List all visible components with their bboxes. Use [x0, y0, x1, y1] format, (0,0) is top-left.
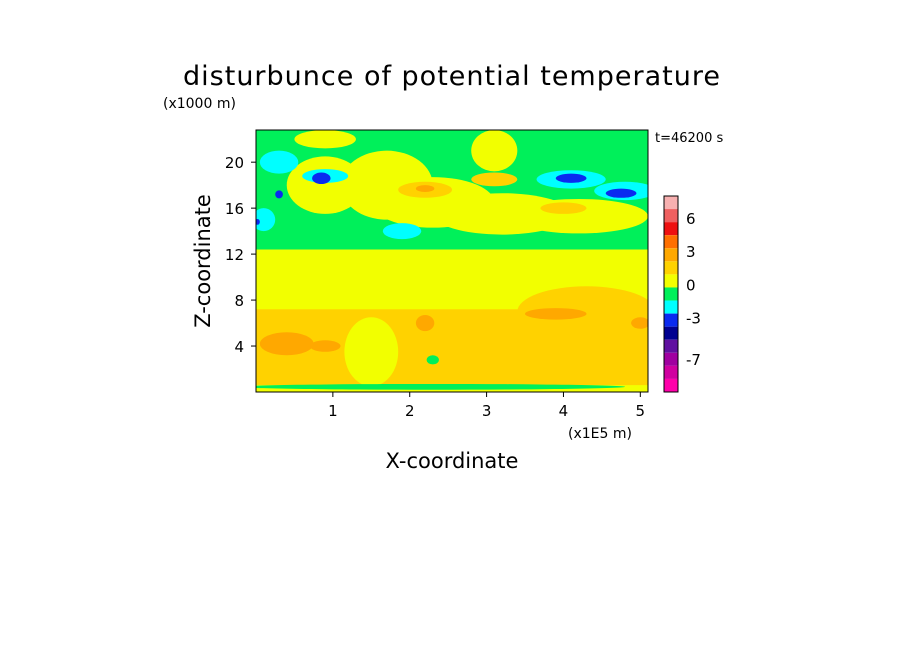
x-tick-label: 1: [328, 402, 338, 420]
contour-region-28: [555, 173, 587, 183]
contour-region-4: [309, 340, 341, 352]
plot-area: [256, 130, 648, 392]
chart-title: disturbunce of potential temperature: [183, 61, 721, 92]
colorbar-swatch: [664, 326, 678, 340]
contour-region-8: [344, 317, 399, 387]
colorbar-swatch: [664, 196, 678, 210]
colorbar-swatch: [664, 313, 678, 327]
contour-region-33: [426, 355, 439, 365]
contour-region-29: [605, 188, 637, 198]
y-tick-label: 16: [225, 200, 244, 218]
y-tick-label: 20: [225, 154, 244, 172]
contour-region-15: [471, 130, 518, 172]
colorbar-swatch: [664, 235, 678, 249]
colorbar-swatch: [664, 274, 678, 288]
colorbar-swatch: [664, 352, 678, 366]
plot-frame: [255, 129, 649, 393]
contour-region-6: [525, 308, 587, 320]
x-axis-ticks: 1 2 3 4 5: [328, 392, 645, 420]
contour-region-32: [256, 383, 625, 390]
time-label: t=46200 s: [655, 131, 723, 146]
contour-region-22: [256, 208, 276, 232]
contour-region-3: [259, 332, 314, 356]
colorbar-label: -3: [686, 309, 701, 327]
contour-region-20: [415, 185, 435, 193]
colorbar-frame: [663, 195, 679, 393]
colorbar-swatch: [664, 300, 678, 314]
x-tick-label: 4: [559, 402, 569, 420]
colorbar-swatch: [664, 378, 678, 392]
contour-region-9: [256, 267, 456, 294]
y-axis-ticks: 4 8 12 16 20: [225, 154, 256, 356]
contour-region-16: [294, 130, 356, 149]
colorbar-swatch: [664, 261, 678, 275]
x-axis-label: X-coordinate: [386, 449, 519, 473]
colorbar: 6 3 0 -3 -7: [663, 195, 701, 393]
contour-region-19: [540, 202, 587, 214]
contour-region-7: [631, 317, 648, 329]
y-tick-label: 4: [234, 338, 244, 356]
colorbar-label: 6: [686, 210, 696, 228]
x-tick-label: 2: [405, 402, 415, 420]
colorbar-swatch: [664, 222, 678, 236]
colorbar-swatch: [664, 248, 678, 262]
y-tick-label: 8: [234, 292, 244, 310]
colorbar-label: 0: [686, 276, 696, 294]
x-tick-label: 3: [482, 402, 492, 420]
y-unit-label: (x1000 m): [163, 96, 236, 112]
contour-region-18: [471, 172, 518, 187]
contour-region-5: [415, 315, 435, 332]
colorbar-swatch: [664, 287, 678, 301]
contour-region-21: [259, 150, 299, 174]
contour-region-30: [275, 190, 283, 199]
x-unit-label: (x1E5 m): [568, 426, 632, 442]
x-tick-label: 5: [636, 402, 646, 420]
contour-region-10: [286, 156, 364, 214]
colorbar-label: -7: [686, 351, 701, 369]
contour-region-24: [382, 223, 422, 240]
y-axis-label: Z-coordinate: [191, 194, 215, 328]
colorbar-swatch: [664, 339, 678, 353]
colorbar-swatch: [664, 209, 678, 223]
colorbar-label: 3: [686, 243, 696, 261]
contour-region-31: [256, 219, 260, 225]
contour-region-27: [312, 172, 331, 185]
y-tick-label: 12: [225, 246, 244, 264]
colorbar-swatch: [664, 365, 678, 379]
